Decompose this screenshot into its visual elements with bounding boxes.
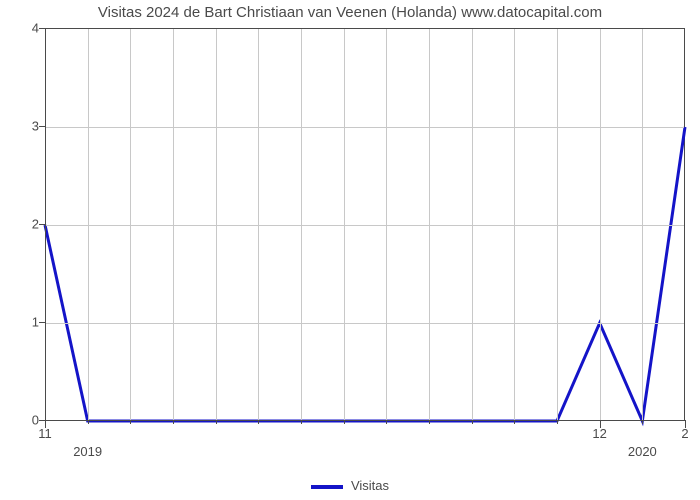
legend-swatch — [311, 485, 343, 489]
x-minor-tick-mark — [472, 420, 473, 424]
y-axis-line — [45, 28, 46, 420]
x-minor-tick-mark — [514, 420, 515, 424]
x-tick-label: 2 — [681, 426, 688, 441]
legend-label: Visitas — [351, 478, 389, 493]
gridline-h — [45, 225, 684, 226]
x-minor-tick-mark — [429, 420, 430, 424]
y-tick-label: 4 — [9, 21, 39, 36]
x-tick-label: 12 — [592, 426, 606, 441]
y-tick-label: 0 — [9, 413, 39, 428]
chart-title: Visitas 2024 de Bart Christiaan van Veen… — [0, 4, 700, 21]
x-minor-tick-mark — [642, 420, 643, 424]
gridline-h — [45, 127, 684, 128]
gridline-v — [600, 29, 601, 420]
x-minor-tick-mark — [301, 420, 302, 424]
x-minor-tick-mark — [258, 420, 259, 424]
gridline-h — [45, 323, 684, 324]
gridline-v — [642, 29, 643, 420]
gridline-v — [514, 29, 515, 420]
gridline-v — [258, 29, 259, 420]
gridline-v — [173, 29, 174, 420]
x-minor-tick-mark — [88, 420, 89, 424]
x-minor-tick-mark — [557, 420, 558, 424]
y-tick-label: 3 — [9, 119, 39, 134]
x-axis-line — [45, 420, 685, 421]
x-tick-label: 11 — [38, 426, 52, 441]
y-tick-label: 1 — [9, 315, 39, 330]
x-minor-tick-mark — [344, 420, 345, 424]
x-minor-tick-mark — [216, 420, 217, 424]
x-minor-tick-mark — [173, 420, 174, 424]
gridline-v — [557, 29, 558, 420]
gridline-v — [472, 29, 473, 420]
gridline-v — [301, 29, 302, 420]
y-tick-label: 2 — [9, 217, 39, 232]
gridline-v — [216, 29, 217, 420]
x-year-label: 2020 — [628, 444, 657, 459]
gridline-v — [386, 29, 387, 420]
gridline-v — [88, 29, 89, 420]
legend: Visitas — [0, 478, 700, 493]
plot-area — [45, 28, 685, 420]
gridline-v — [344, 29, 345, 420]
gridline-v — [130, 29, 131, 420]
x-year-label: 2019 — [73, 444, 102, 459]
gridline-v — [429, 29, 430, 420]
line-chart: Visitas 2024 de Bart Christiaan van Veen… — [0, 0, 700, 500]
x-minor-tick-mark — [130, 420, 131, 424]
x-minor-tick-mark — [386, 420, 387, 424]
